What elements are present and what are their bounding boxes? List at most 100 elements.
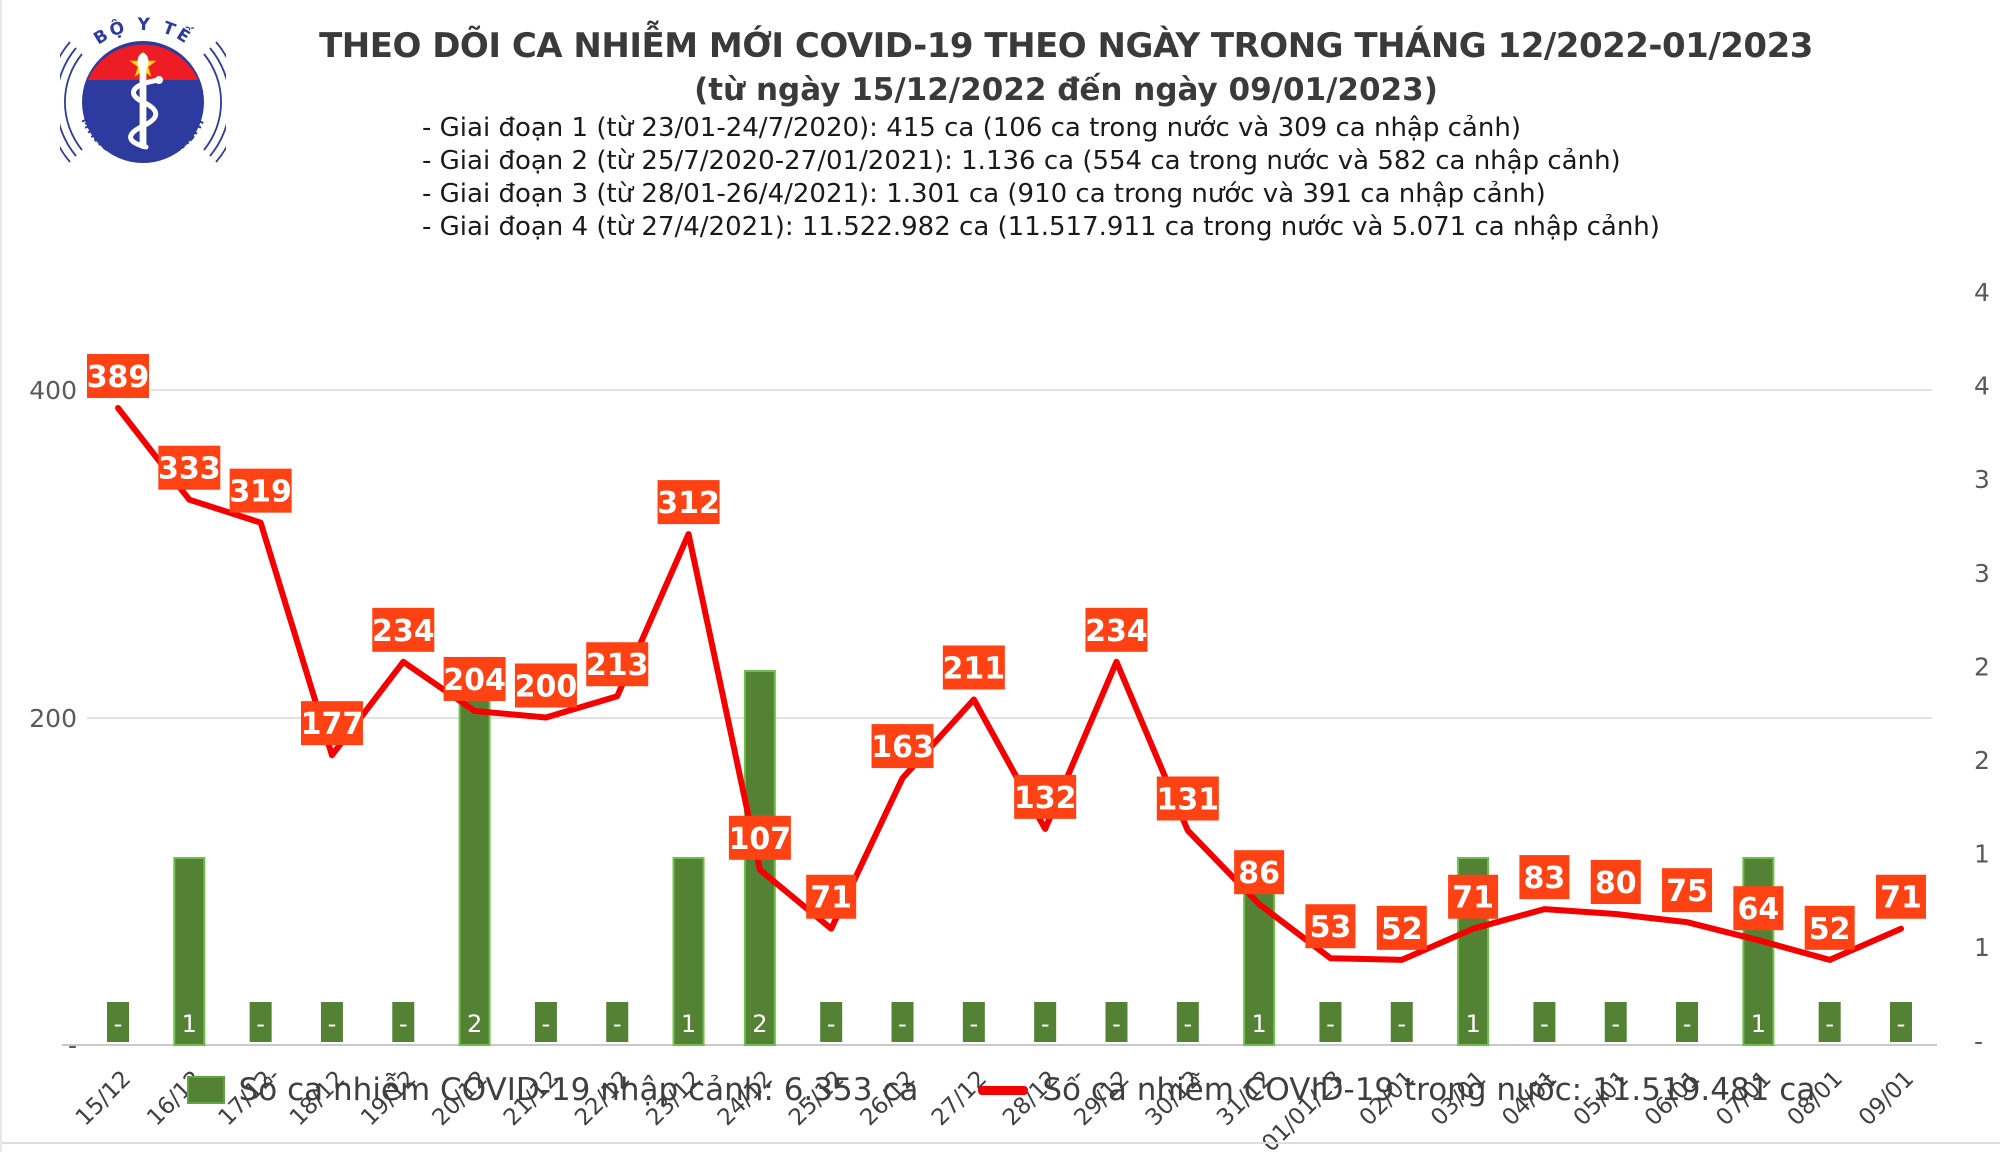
bar-zero-stub bbox=[1604, 1002, 1627, 1042]
bar-label: - bbox=[114, 1010, 123, 1038]
imported-cases-bars bbox=[107, 670, 1912, 1046]
data-label-box bbox=[1156, 776, 1219, 821]
data-label-box bbox=[1305, 904, 1356, 949]
bar-zero-stub bbox=[820, 1002, 843, 1042]
data-label-box bbox=[1448, 874, 1499, 919]
bar-label: 1 bbox=[1465, 1010, 1480, 1038]
bar-zero-stub bbox=[1533, 1002, 1556, 1042]
bar-zero-stub bbox=[1818, 1002, 1841, 1042]
bar-label: - bbox=[1041, 1010, 1050, 1038]
data-label-value: 163 bbox=[871, 730, 934, 765]
data-label-value: 211 bbox=[943, 651, 1006, 686]
right-axis-tick: 3 bbox=[1974, 465, 1990, 494]
right-axis-tick: 1 bbox=[1974, 933, 1990, 962]
bar-zero-stub bbox=[891, 1002, 914, 1042]
bar-label: - bbox=[1183, 1010, 1192, 1038]
bar-zero-stub bbox=[1176, 1002, 1199, 1042]
right-axis-tick: 3 bbox=[1974, 559, 1990, 588]
data-label-box bbox=[1519, 855, 1570, 900]
bar-label: - bbox=[1326, 1010, 1335, 1038]
phase-line-1: - Giai đoạn 1 (từ 23/01-24/7/2020): 415 … bbox=[422, 113, 1521, 143]
data-label-box bbox=[942, 645, 1005, 690]
bar-label: - bbox=[328, 1010, 337, 1038]
legend-line-swatch-icon bbox=[978, 1085, 1029, 1095]
data-label-value: 107 bbox=[729, 822, 792, 857]
right-axis-tick: - bbox=[1974, 1027, 1983, 1056]
logo-asclepius-icon bbox=[128, 53, 163, 150]
data-label-value: 64 bbox=[1737, 892, 1779, 927]
phase-line-4: - Giai đoạn 4 (từ 27/4/2021): 11.522.982… bbox=[422, 212, 1660, 242]
data-label-value: 52 bbox=[1809, 912, 1851, 947]
left-axis: 400 200 - bbox=[29, 376, 77, 1060]
legend-bar-label: Số ca nhiễm COVID-19 nhập cảnh: 6.353 ca bbox=[238, 1072, 919, 1108]
data-label-value: 234 bbox=[1085, 614, 1148, 649]
page-title: THEO DÕI CA NHIỄM MỚI COVID-19 THEO NGÀY… bbox=[319, 26, 1813, 66]
bar-label: - bbox=[1897, 1010, 1906, 1038]
right-axis-tick: 4 bbox=[1974, 278, 1990, 307]
domestic-cases-line bbox=[115, 405, 1904, 963]
page-subtitle: (từ ngày 15/12/2022 đến ngày 09/01/2023) bbox=[694, 72, 1438, 108]
bar-zero-stub bbox=[1890, 1002, 1912, 1042]
right-axis-tick: 2 bbox=[1974, 652, 1990, 681]
left-axis-tick: 200 bbox=[29, 704, 77, 733]
data-label-value: 234 bbox=[372, 614, 435, 649]
data-label-value: 132 bbox=[1014, 781, 1077, 816]
data-label-box bbox=[657, 480, 720, 525]
data-label-value: 71 bbox=[1452, 881, 1494, 916]
left-axis-tick: - bbox=[68, 1031, 77, 1060]
bar-label: 1 bbox=[681, 1010, 696, 1038]
data-label-box bbox=[1014, 774, 1077, 819]
bar-zero-stub bbox=[1105, 1002, 1128, 1042]
moh-logo-svg: BỘ Y TẾ MINISTRY OF HEALTH bbox=[46, 15, 240, 165]
bar-zero-stub bbox=[1676, 1002, 1699, 1042]
phase-line-2: - Giai đoạn 2 (từ 25/7/2020-27/01/2021):… bbox=[422, 146, 1621, 176]
data-label-value: 53 bbox=[1310, 910, 1352, 945]
data-label-box bbox=[1376, 905, 1427, 950]
data-label-box bbox=[1085, 607, 1148, 652]
bar-label: - bbox=[1683, 1010, 1692, 1038]
data-label-box bbox=[87, 354, 149, 399]
data-label-box bbox=[1662, 868, 1713, 913]
bar bbox=[458, 670, 491, 1046]
data-label-box bbox=[1804, 905, 1855, 950]
bar-zero-stub bbox=[1034, 1002, 1057, 1042]
bar-zero-stub bbox=[1319, 1002, 1342, 1042]
bar-label: 1 bbox=[1251, 1010, 1266, 1038]
bar-zero-stub bbox=[320, 1002, 343, 1042]
bar-zero-stub bbox=[392, 1002, 415, 1042]
bar-label: 1 bbox=[182, 1010, 197, 1038]
bar-label: - bbox=[1112, 1010, 1121, 1038]
data-label-value: 213 bbox=[586, 648, 649, 683]
legend-bar-swatch-icon bbox=[186, 1076, 225, 1104]
data-label-box bbox=[514, 663, 577, 708]
bar-label: 2 bbox=[467, 1010, 482, 1038]
bar-label: - bbox=[399, 1010, 408, 1038]
data-label-value: 131 bbox=[1156, 782, 1219, 817]
data-label-value: 71 bbox=[1880, 881, 1922, 916]
data-label-value: 312 bbox=[657, 486, 720, 521]
bar-label: - bbox=[256, 1010, 265, 1038]
bar-label: - bbox=[1540, 1010, 1549, 1038]
data-label-value: 177 bbox=[301, 707, 364, 742]
gridlines bbox=[62, 389, 1937, 1046]
right-axis-tick: 2 bbox=[1974, 746, 1990, 775]
slide-bottom-rule bbox=[2, 1142, 2000, 1144]
data-label-box bbox=[1590, 860, 1641, 904]
data-label-value: 389 bbox=[87, 360, 150, 395]
data-label-value: 75 bbox=[1666, 874, 1708, 909]
data-label-value: 71 bbox=[810, 881, 852, 916]
data-label-box bbox=[1876, 874, 1926, 919]
bar-label: 1 bbox=[1751, 1010, 1766, 1038]
data-label-box bbox=[229, 468, 292, 513]
bar-zero-stub bbox=[107, 1002, 129, 1042]
data-label-box bbox=[728, 815, 791, 860]
data-label-box bbox=[372, 607, 435, 652]
phase-line-3: - Giai đoạn 3 (từ 28/01-26/4/2021): 1.30… bbox=[422, 179, 1546, 209]
right-axis: 4 4 3 3 2 2 1 1 - bbox=[1974, 278, 1990, 1056]
bar bbox=[672, 857, 705, 1046]
bar-label: 2 bbox=[752, 1010, 767, 1038]
bar-zero-stub bbox=[249, 1002, 272, 1042]
